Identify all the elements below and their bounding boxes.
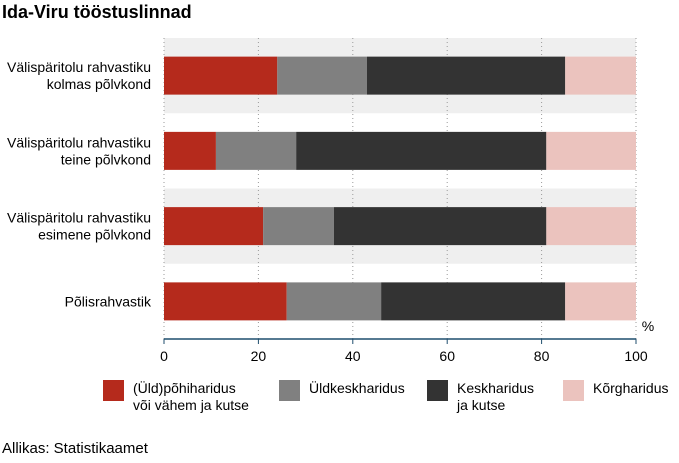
legend-item: Keskharidus ja kutse	[427, 380, 534, 414]
x-tick-label: 20	[251, 348, 267, 364]
category-label: Välispäritolu rahvastiku esimene põlvkond	[7, 210, 151, 243]
bar-segment	[277, 56, 367, 95]
bar-segment	[565, 56, 636, 95]
x-tick-label: 60	[439, 348, 455, 364]
x-tick-label: 100	[624, 348, 648, 364]
legend-item: (Üld)põhiharidus või vähem ja kutse	[103, 380, 249, 414]
legend-label: Kõrgharidus	[593, 380, 669, 396]
category-label: Põlisrahvastik	[65, 293, 152, 309]
bar-segment	[263, 207, 334, 246]
category-label: Välispäritolu rahvastiku kolmas põlvkond	[7, 59, 151, 92]
x-tick-label: 80	[534, 348, 550, 364]
bar-segment	[215, 131, 297, 170]
x-axis-unit: %	[642, 318, 654, 334]
legend-label: Keskharidus ja kutse	[457, 380, 535, 413]
legend-swatch	[427, 380, 448, 401]
source-note: Allikas: Statistikaamet	[2, 440, 148, 457]
x-tick-label: 40	[345, 348, 361, 364]
bar-segment	[366, 56, 566, 95]
legend-swatch	[279, 380, 300, 401]
legend-swatch	[103, 380, 124, 401]
bar-segment	[546, 131, 636, 170]
bar-segment	[565, 282, 636, 321]
bar-segment	[333, 207, 547, 246]
legend-item: Üldkeskharidus	[279, 380, 405, 401]
bar-segment	[164, 131, 216, 170]
bar-segment	[381, 282, 566, 321]
bar-segment	[164, 56, 278, 95]
bar-segment	[546, 207, 636, 246]
bar-chart: Välispäritolu rahvastiku kolmas põlvkond V…	[7, 38, 654, 364]
legend-swatch	[563, 380, 584, 401]
bar-segment	[286, 282, 382, 321]
legend-item: Kõrgharidus	[563, 380, 669, 401]
bar-segment	[164, 282, 287, 321]
legend-label: Üldkeskharidus	[309, 380, 405, 396]
category-label: Välispäritolu rahvastiku teine põlvkond	[7, 134, 151, 167]
x-tick-label: 0	[160, 348, 168, 364]
bar-segment	[164, 207, 264, 246]
legend-label: (Üld)põhiharidus või vähem ja kutse	[133, 380, 249, 413]
legend: (Üld)põhiharidus või vähem ja kutse Üldke…	[103, 380, 679, 420]
chart-title: Ida-Viru tööstuslinnad	[2, 2, 192, 22]
bar-segment	[296, 131, 547, 170]
